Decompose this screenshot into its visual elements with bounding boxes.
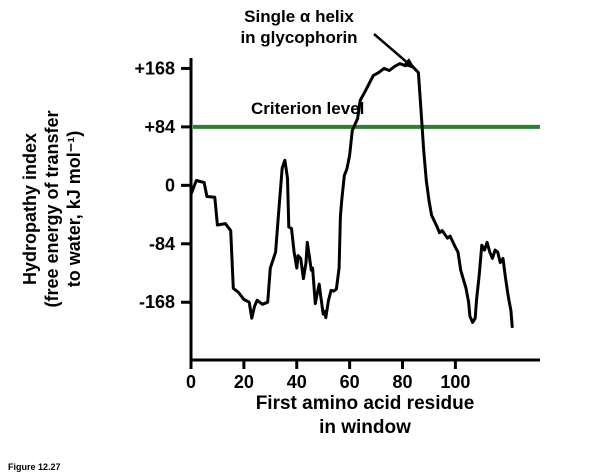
annotation-arrow-line	[373, 33, 407, 63]
x-tick-label: 80	[392, 372, 412, 392]
y-axis-label: Hydropathy index (free energy of transfe…	[19, 64, 87, 354]
y-tick-label: +168	[134, 58, 175, 78]
annotation-line-1: Single α helix	[244, 7, 354, 26]
criterion-level-label: Criterion level	[251, 99, 365, 118]
x-axis-label-line-1: First amino acid residue	[255, 393, 475, 414]
annotation-line-2: in glycophorin	[240, 28, 358, 47]
y-tick-label: -168	[139, 292, 175, 312]
x-axis-label: First amino acid residue in window	[215, 392, 515, 440]
x-tick-label: 100	[440, 372, 470, 392]
x-tick-label: 20	[234, 372, 254, 392]
annotation-arrowhead-icon	[403, 58, 416, 70]
y-tick-label: -84	[149, 234, 175, 254]
y-tick-label: 0	[165, 175, 175, 195]
y-tick-label: +84	[144, 117, 175, 137]
x-tick-label: 60	[340, 372, 360, 392]
x-tick-label: 40	[287, 372, 307, 392]
axes	[189, 58, 540, 362]
y-axis-label-line-3: to water, kJ mol⁻¹)	[64, 130, 84, 288]
y-axis-label-line-1: Hydropathy index	[20, 132, 40, 286]
annotation-single-alpha-helix: Single α helix in glycophorin	[208, 6, 390, 48]
hydropathy-curve	[189, 62, 514, 329]
y-axis-label-line-2: (free energy of transfer	[42, 110, 62, 308]
x-tick-label: 0	[186, 372, 196, 392]
x-axis-label-line-2: in window	[319, 417, 411, 438]
figure-number: Figure 12.27	[8, 462, 61, 472]
